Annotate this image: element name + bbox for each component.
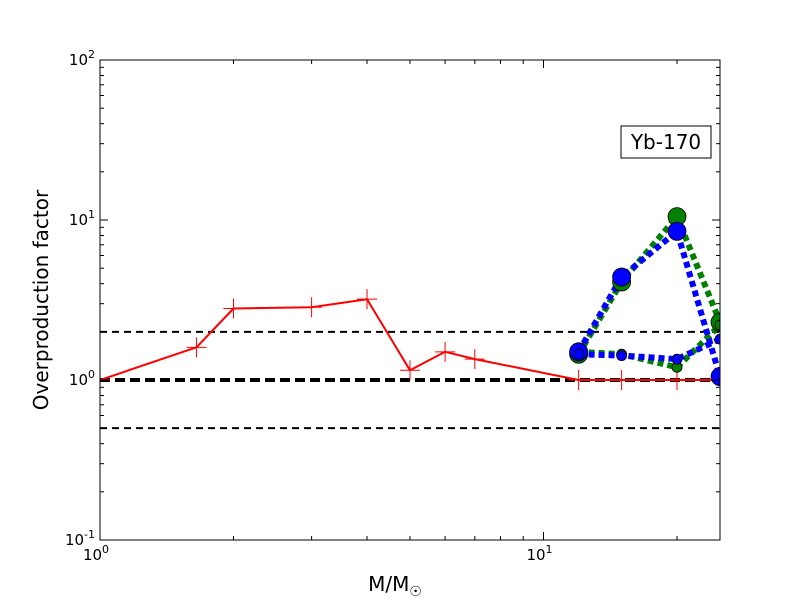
series-line	[578, 336, 720, 363]
data-point	[186, 337, 207, 358]
series-line	[575, 228, 720, 378]
x-axis-title-main: M/M	[368, 572, 409, 596]
x-tick-label: 101	[526, 543, 552, 564]
data-point	[301, 297, 322, 318]
y-axis-title: Overproduction factor	[29, 189, 53, 410]
data-point	[435, 341, 456, 362]
annotation-label: Yb-170	[630, 130, 701, 154]
y-tick-label: 102	[69, 48, 95, 69]
data-point	[568, 370, 589, 390]
annotation-box: Yb-170	[620, 125, 712, 159]
x-tick-label: 100	[83, 543, 109, 564]
data-point	[357, 289, 378, 310]
data-point	[714, 319, 720, 331]
y-tick-label: 10-1	[65, 528, 95, 549]
data-point	[400, 360, 420, 381]
data-point	[573, 348, 585, 360]
x-axis-title: M/M☉	[368, 572, 422, 600]
series-line	[576, 213, 720, 356]
data-point	[667, 370, 688, 390]
series-markers	[100, 207, 720, 390]
data-point	[223, 298, 244, 319]
data-point	[611, 370, 632, 390]
data-point	[714, 333, 720, 345]
data-point	[616, 350, 628, 362]
y-tick-label: 100	[69, 368, 95, 389]
data-point	[612, 267, 632, 287]
data-point	[464, 349, 485, 370]
x-axis-title-subscript: ☉	[409, 584, 422, 600]
data-point	[667, 221, 687, 241]
data-point	[710, 367, 720, 387]
y-tick-label: 101	[69, 208, 95, 229]
data-point	[671, 353, 683, 365]
